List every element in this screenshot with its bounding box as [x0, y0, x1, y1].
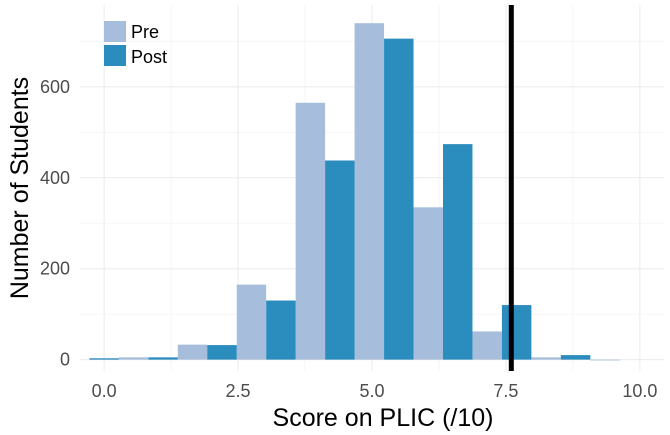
- bar-post: [442, 144, 473, 360]
- x-tick-label: 0.0: [92, 381, 117, 401]
- legend-label-pre: Pre: [131, 22, 159, 42]
- x-tick-label: 10.0: [622, 381, 657, 401]
- bar-pre: [177, 344, 208, 360]
- y-axis-title: Number of Students: [6, 77, 34, 299]
- bar-post: [207, 345, 237, 360]
- bar-post: [148, 357, 178, 360]
- bar-pre: [118, 357, 149, 360]
- y-tick-label: 400: [40, 168, 70, 188]
- y-tick-label: 600: [40, 77, 70, 97]
- y-tick-label: 0: [60, 350, 70, 370]
- y-axis-ticks: 0 200 400 600: [40, 77, 70, 370]
- bar-post: [89, 358, 119, 360]
- bar-pre: [236, 284, 267, 360]
- bar-post: [501, 305, 532, 360]
- bar-post: [266, 300, 296, 360]
- bar-pre: [590, 359, 620, 361]
- bar-pre: [472, 331, 502, 360]
- x-axis-ticks: 0.0 2.5 5.0 7.5 10.0: [92, 381, 658, 401]
- x-tick-label: 2.5: [226, 381, 251, 401]
- bar-pre: [295, 102, 326, 360]
- legend-swatch-pre: [104, 21, 126, 42]
- bars: [89, 23, 620, 361]
- x-tick-label: 5.0: [359, 381, 384, 401]
- bar-post: [325, 160, 355, 360]
- bar-post: [560, 355, 591, 360]
- y-tick-label: 200: [40, 259, 70, 279]
- legend-swatch-post: [104, 45, 126, 66]
- bar-pre: [531, 357, 561, 360]
- bar-pre: [354, 23, 385, 360]
- legend-label-post: Post: [131, 47, 167, 67]
- bar-post: [384, 38, 414, 360]
- x-axis-title: Score on PLIC (/10): [273, 404, 494, 432]
- bar-pre: [413, 207, 443, 360]
- legend: Pre Post: [104, 21, 167, 67]
- x-tick-label: 7.5: [493, 381, 518, 401]
